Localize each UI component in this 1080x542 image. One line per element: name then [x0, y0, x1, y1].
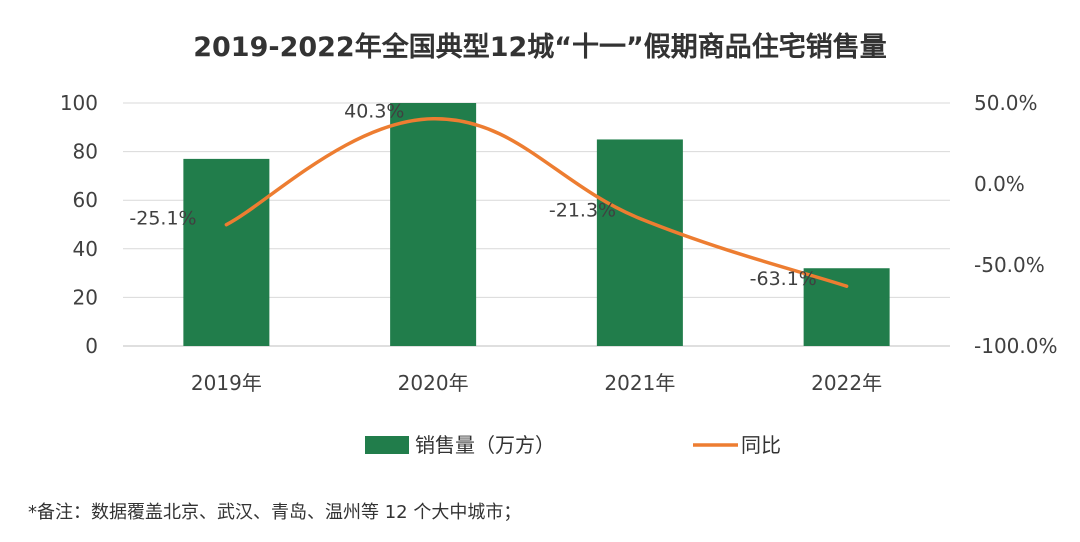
- x-tick-label: 2019年: [191, 371, 262, 395]
- legend-swatch-bars: [365, 436, 409, 454]
- line-series: [224, 116, 849, 288]
- legend-label-line: 同比: [741, 433, 781, 457]
- right-axis: -100.0% -50.0% 0.0% 50.0%: [974, 91, 1057, 358]
- chart-title: 2019-2022年全国典型12城“十一”假期商品住宅销售量: [193, 31, 887, 63]
- x-tick-label: 2020年: [398, 371, 469, 395]
- bar-series: [183, 103, 890, 346]
- left-tick-label: 0: [85, 334, 98, 358]
- right-tick-label: 0.0%: [974, 172, 1025, 196]
- line-data-label: -63.1%: [750, 268, 817, 290]
- legend: 销售量（万方） 同比: [365, 433, 781, 457]
- legend-label-bars: 销售量（万方）: [415, 433, 555, 457]
- bar: [596, 139, 683, 346]
- left-tick-label: 80: [73, 140, 98, 164]
- line-data-label: -21.3%: [549, 200, 616, 222]
- right-tick-label: -50.0%: [974, 253, 1045, 277]
- left-tick-label: 60: [73, 188, 98, 212]
- left-tick-label: 100: [60, 91, 98, 115]
- right-tick-label: -100.0%: [974, 334, 1057, 358]
- line-data-label: 40.3%: [344, 101, 404, 123]
- line-data-labels: -25.1% 40.3% -21.3% -63.1%: [129, 101, 816, 291]
- footnote: *备注：数据覆盖北京、武汉、青岛、温州等 12 个大中城市；: [28, 502, 522, 523]
- x-axis: 2019年 2020年 2021年 2022年: [191, 371, 882, 395]
- line-data-label: -25.1%: [129, 208, 196, 230]
- x-tick-label: 2022年: [811, 371, 882, 395]
- left-tick-label: 20: [73, 285, 98, 309]
- bar: [183, 158, 270, 346]
- right-tick-label: 50.0%: [974, 91, 1038, 115]
- x-tick-label: 2021年: [604, 371, 675, 395]
- bar: [390, 103, 477, 346]
- bar: [803, 268, 890, 346]
- left-axis: 0 20 40 60 80 100: [60, 91, 98, 358]
- yoy-line: [224, 116, 849, 288]
- left-tick-label: 40: [73, 237, 98, 261]
- chart: 2019-2022年全国典型12城“十一”假期商品住宅销售量 0 20 40 60 80…: [60, 31, 1058, 457]
